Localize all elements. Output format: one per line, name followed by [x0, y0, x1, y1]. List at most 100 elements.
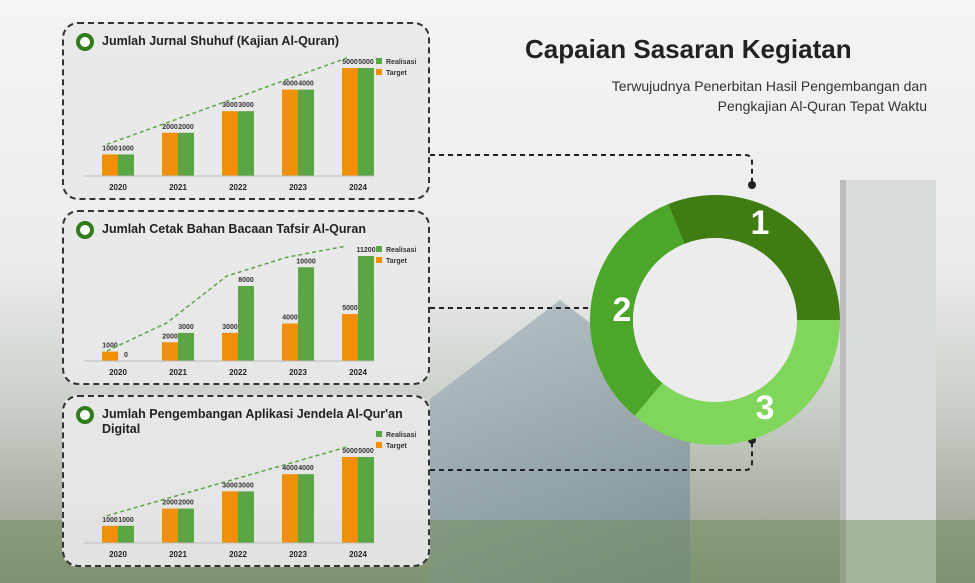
legend-label: Realisasi [386, 432, 416, 439]
value-label: 8000 [238, 277, 254, 284]
chart-panel: Jumlah Jurnal Shuhuf (Kajian Al-Quran) Re… [62, 22, 430, 200]
value-label: 4000 [282, 81, 298, 88]
dot-icon [76, 33, 94, 51]
bar [358, 457, 374, 543]
value-label: 3000 [238, 102, 254, 109]
bar [238, 491, 254, 543]
tower [840, 180, 936, 583]
chart: RealisasiTarget2020010002021300020002022… [84, 245, 416, 377]
value-label: 4000 [298, 81, 314, 88]
x-tick-label: 2022 [229, 183, 247, 192]
bar [342, 68, 358, 176]
bar [238, 111, 254, 176]
value-label: 2000 [162, 500, 178, 507]
connector [430, 154, 753, 185]
value-label: 1000 [118, 145, 134, 152]
bar [238, 286, 254, 361]
connectors [430, 154, 753, 471]
x-tick-label: 2020 [109, 183, 127, 192]
bar [162, 508, 178, 543]
bar [358, 256, 374, 361]
bar [342, 457, 358, 543]
legend-label: Target [386, 443, 408, 450]
bar [118, 525, 134, 543]
ring-label: 3 [756, 389, 775, 427]
value-label: 5000 [342, 305, 358, 312]
value-label: 2000 [178, 124, 194, 131]
legend-label: Target [386, 70, 408, 77]
x-tick-label: 2021 [169, 368, 187, 377]
value-label: 4000 [298, 465, 314, 472]
value-label: 3000 [178, 324, 194, 331]
value-label: 3000 [222, 324, 238, 331]
bar [178, 132, 194, 176]
legend-swatch [376, 257, 382, 263]
legend-swatch [376, 69, 382, 75]
x-tick-label: 2023 [289, 550, 307, 559]
value-label: 1000 [102, 145, 118, 152]
value-label: 4000 [282, 315, 298, 322]
value-label: 2000 [162, 124, 178, 131]
value-label: 4000 [282, 465, 298, 472]
bar [358, 68, 374, 176]
bar [282, 474, 298, 543]
subtitle: Terwujudnya Penerbitan Hasil Pengembanga… [611, 78, 927, 94]
x-tick-label: 2020 [109, 368, 127, 377]
value-label: 11200 [356, 247, 375, 254]
value-label: 5000 [342, 59, 358, 66]
x-tick-label: 2022 [229, 368, 247, 377]
connector [430, 440, 753, 471]
chart-title: Jumlah Cetak Bahan Bacaan Tafsir Al-Qura… [102, 222, 366, 236]
bar [298, 474, 314, 543]
bar [102, 351, 118, 361]
dot-icon [76, 221, 94, 239]
value-label: 10000 [296, 258, 316, 265]
bar [298, 89, 314, 176]
ring-segment [590, 204, 685, 416]
value-label: 0 [124, 352, 128, 359]
bar [162, 342, 178, 361]
ring-center [633, 238, 797, 402]
value-label: 1000 [102, 517, 118, 524]
ring-segment [668, 195, 840, 320]
legend-swatch [376, 442, 382, 448]
bar [282, 323, 298, 361]
dot-icon [76, 406, 94, 424]
chart-panel: Jumlah Cetak Bahan Bacaan Tafsir Al-Qura… [62, 210, 430, 385]
bar [298, 267, 314, 361]
subtitle: Pengkajian Al-Quran Tepat Waktu [717, 98, 927, 114]
bar [178, 332, 194, 361]
bar [222, 332, 238, 361]
bar [222, 111, 238, 176]
legend-swatch [376, 431, 382, 437]
value-label: 5000 [358, 448, 374, 455]
x-tick-label: 2024 [349, 368, 367, 377]
chart-title: Jumlah Pengembangan Aplikasi Jendela Al-… [102, 407, 403, 436]
legend-swatch [376, 58, 382, 64]
x-tick-label: 2021 [169, 183, 187, 192]
bar [222, 491, 238, 543]
x-tick-label: 2023 [289, 368, 307, 377]
x-tick-label: 2024 [349, 550, 367, 559]
main-title: Capaian Sasaran Kegiatan [525, 34, 852, 64]
ring-segment [634, 320, 840, 445]
x-tick-label: 2021 [169, 550, 187, 559]
bar [102, 525, 118, 543]
trend-line [106, 57, 348, 146]
bar [342, 314, 358, 361]
value-label: 5000 [342, 448, 358, 455]
legend-label: Realisasi [386, 247, 416, 254]
value-label: 1000 [102, 343, 118, 350]
bar [178, 508, 194, 543]
bar [162, 132, 178, 176]
ring-label: 2 [613, 291, 632, 329]
value-label: 3000 [222, 102, 238, 109]
bar [102, 154, 118, 176]
legend-swatch [376, 246, 382, 252]
value-label: 1000 [118, 517, 134, 524]
connector-dot [748, 181, 756, 189]
